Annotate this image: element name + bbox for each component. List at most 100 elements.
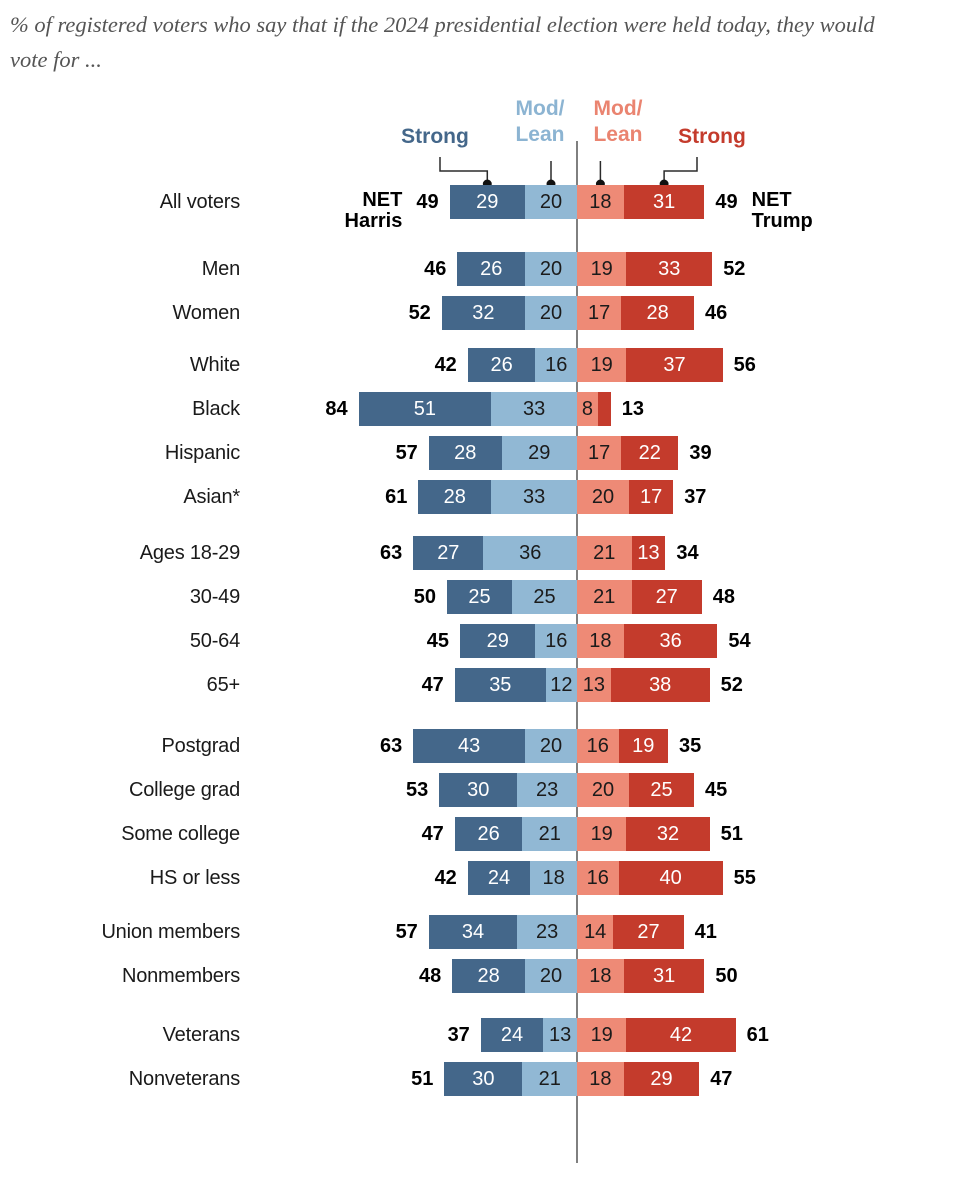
legend-strong-trump: Strong — [678, 125, 746, 148]
bar-lean-harris: 23 — [517, 915, 577, 949]
category-label: Hispanic — [164, 441, 240, 464]
bar-lean-trump: 16 — [577, 861, 619, 895]
row-group: Ages 18-29 63 27 36 21 13 34 30-49 50 25 25 21 27 48 5… — [0, 536, 980, 702]
legend-mod-lean-harris: Mod/ Lean — [515, 97, 565, 146]
category-label: Black — [192, 397, 240, 420]
trump-side: 13 38 52 — [577, 668, 743, 702]
bar-lean-harris: 36 — [483, 536, 577, 570]
net-harris-value: 61 — [385, 485, 408, 508]
category-label: HS or less — [149, 866, 240, 889]
category-label: Nonmembers — [121, 964, 240, 987]
bar-strong-trump: 17 — [629, 480, 674, 514]
net-trump-value: 37 — [684, 485, 707, 508]
harris-side: 63 27 36 — [240, 536, 577, 570]
net-trump-value: 61 — [746, 1023, 769, 1046]
trump-side: 14 27 41 — [577, 915, 717, 949]
bar-strong-trump: 37 — [626, 348, 723, 382]
harris-side: 84 51 33 — [240, 392, 577, 426]
bar-strong-harris: 35 — [454, 668, 546, 702]
bar-lean-trump: 21 — [577, 536, 632, 570]
category-label: Women — [172, 301, 240, 324]
net-harris-value: 48 — [418, 964, 442, 987]
harris-side: 37 24 13 — [240, 1018, 577, 1052]
bar-lean-trump: 8 — [577, 392, 598, 426]
net-harris-tag: NET Harris — [344, 189, 403, 232]
bar-lean-harris: 21 — [522, 817, 577, 851]
net-harris-value: 49 — [416, 190, 439, 213]
net-trump-tag: NET Trump — [751, 189, 813, 232]
bar-lean-harris: 20 — [525, 296, 577, 330]
bar-lean-trump: 18 — [577, 624, 624, 658]
chart-row: Postgrad 63 43 20 16 19 35 — [0, 729, 980, 763]
bar-strong-harris: 43 — [413, 729, 525, 763]
bar-strong-harris: 29 — [460, 624, 536, 658]
chart-row: Veterans 37 24 13 19 42 61 — [0, 1018, 980, 1052]
bar-lean-harris: 33 — [491, 392, 577, 426]
bar-strong-harris: 27 — [413, 536, 484, 570]
trump-side: 17 22 39 — [577, 436, 712, 470]
category-label: Ages 18-29 — [139, 541, 240, 564]
chart-row: 65+ 47 35 12 13 38 52 — [0, 668, 980, 702]
bar-lean-trump: 20 — [577, 773, 629, 807]
bar-lean-trump: 18 — [577, 1062, 624, 1096]
bar-strong-trump: 25 — [629, 773, 694, 807]
bar-lean-harris: 20 — [525, 185, 577, 219]
harris-side: 50 25 25 — [240, 580, 577, 614]
category-label: All voters — [159, 190, 240, 213]
bar-strong-trump: 22 — [621, 436, 679, 470]
trump-side: 16 40 55 — [577, 861, 756, 895]
net-trump-value: 50 — [715, 964, 738, 987]
trump-side: 21 13 34 — [577, 536, 699, 570]
bar-lean-trump: 17 — [577, 296, 622, 330]
bar-strong-trump: 19 — [618, 729, 668, 763]
net-trump-value: 45 — [705, 778, 728, 801]
bar-lean-trump: 19 — [577, 252, 627, 286]
trump-side: 19 33 52 — [577, 252, 745, 286]
bar-strong-harris: 30 — [439, 773, 518, 807]
bar-strong-harris: 51 — [358, 392, 492, 426]
bar-strong-trump: 27 — [613, 915, 684, 949]
net-harris-value: 37 — [447, 1023, 470, 1046]
net-harris-value: 51 — [411, 1067, 434, 1090]
bar-lean-harris: 21 — [522, 1062, 577, 1096]
chart-row: Nonveterans 51 30 21 18 29 47 — [0, 1062, 980, 1096]
bar-strong-trump: 42 — [626, 1018, 736, 1052]
net-trump-value: 34 — [676, 541, 699, 564]
bar-strong-trump — [597, 392, 611, 426]
net-harris-value: 52 — [408, 301, 431, 324]
chart-row: HS or less 42 24 18 16 40 55 — [0, 861, 980, 895]
chart-row: Nonmembers 48 28 20 18 31 50 — [0, 959, 980, 993]
net-trump-value: 49 — [715, 190, 738, 213]
harris-side: 47 35 12 — [240, 668, 577, 702]
bar-lean-harris: 13 — [543, 1018, 577, 1052]
chart-row: Black 84 51 33 8 13 — [0, 392, 980, 426]
row-group: White 42 26 16 19 37 56 Black 84 51 33 8 13 Hispanic 5… — [0, 348, 980, 514]
harris-side: 42 24 18 — [240, 861, 577, 895]
net-trump-value: 51 — [720, 822, 743, 845]
net-harris-value: 45 — [426, 629, 450, 652]
bar-strong-harris: 24 — [480, 1018, 544, 1052]
category-label: White — [189, 353, 240, 376]
harris-side: 42 26 16 — [240, 348, 577, 382]
bar-lean-harris: 12 — [545, 668, 577, 702]
net-harris-value: 57 — [395, 920, 418, 943]
net-harris-value: 42 — [434, 866, 457, 889]
bar-strong-harris: 26 — [457, 252, 525, 286]
bar-lean-harris: 25 — [512, 580, 577, 614]
trump-side: 18 31 50 — [577, 959, 738, 993]
category-label: 50-64 — [189, 629, 240, 652]
bar-lean-harris: 23 — [517, 773, 577, 807]
net-trump-value: 48 — [712, 585, 736, 608]
harris-side: NET Harris 49 29 20 — [240, 185, 577, 232]
bar-strong-harris: 28 — [452, 959, 525, 993]
bar-lean-trump: 19 — [577, 1018, 627, 1052]
category-label: Union members — [101, 920, 240, 943]
bar-lean-harris: 16 — [535, 348, 577, 382]
chart-row: Some college 47 26 21 19 32 51 — [0, 817, 980, 851]
bar-lean-trump: 21 — [577, 580, 632, 614]
harris-side: 46 26 20 — [240, 252, 577, 286]
net-trump-value: 55 — [733, 866, 756, 889]
bar-lean-trump: 18 — [577, 959, 624, 993]
chart-rows: All voters NET Harris 49 29 20 18 31 49 NET Trump M… — [0, 185, 980, 1106]
